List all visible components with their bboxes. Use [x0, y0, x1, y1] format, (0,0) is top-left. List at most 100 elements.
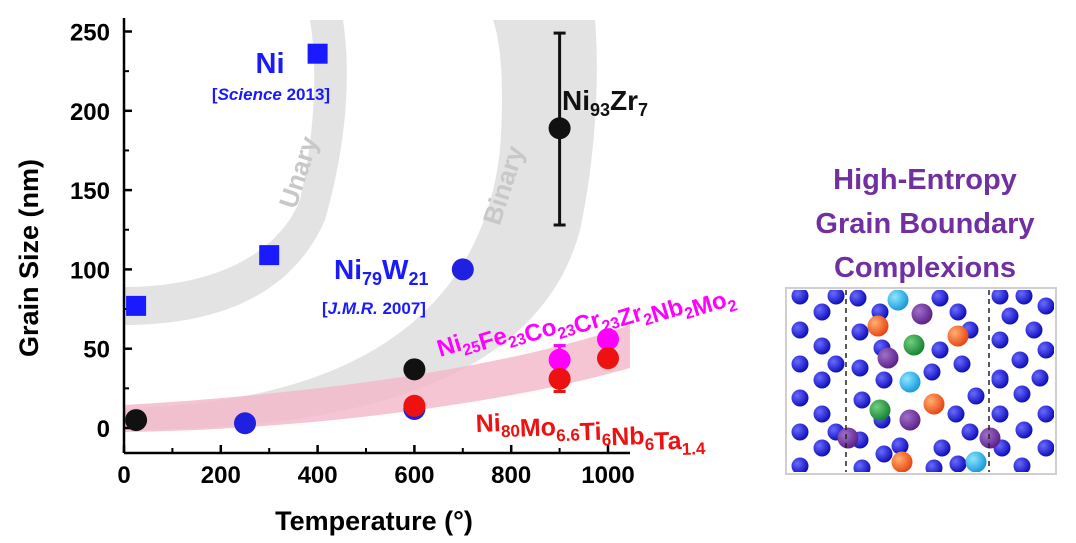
- green-atom: [869, 399, 891, 421]
- data-point-square: [259, 245, 280, 266]
- hea-red-formula: Ni80Mo6.6Ti6Nb6Ta1.4: [475, 402, 706, 466]
- matrix-atom: [813, 405, 831, 423]
- ni-reference: [Science 2013]: [212, 85, 330, 104]
- matrix-atom: [791, 290, 809, 305]
- matrix-atom: [949, 303, 967, 321]
- data-point-circle: [403, 394, 426, 417]
- purple-atom: [837, 427, 859, 449]
- data-point-circle: [548, 348, 571, 371]
- data-markers: [125, 43, 619, 435]
- data-point-circle: [548, 117, 571, 140]
- matrix-atom: [1015, 421, 1033, 439]
- y-tick-label: 50: [83, 337, 110, 364]
- data-point-circle: [125, 409, 148, 432]
- trend-bands: [124, 20, 630, 432]
- inset-title-line: Grain Boundary: [815, 208, 1035, 240]
- y-axis-ticks: 0 50 100 150 200 250: [70, 20, 132, 443]
- purple-atom: [911, 303, 933, 325]
- matrix-atom: [791, 457, 809, 472]
- purple-atom: [899, 409, 921, 431]
- matrix-atom: [925, 459, 943, 472]
- x-tick-label: 400: [298, 462, 338, 489]
- matrix-atom: [1037, 297, 1054, 315]
- matrix-atom: [1037, 341, 1054, 359]
- inset-title-line: Complexions: [833, 252, 1017, 284]
- x-tick-label: 600: [394, 462, 434, 489]
- matrix-atom: [949, 455, 967, 472]
- orange-atom: [891, 451, 913, 472]
- matrix-atom: [875, 445, 893, 463]
- inset-title-line: High-Entropy: [833, 164, 1017, 196]
- matrix-atom: [953, 355, 971, 373]
- matrix-atom: [1013, 457, 1031, 472]
- data-point-circle: [597, 347, 619, 370]
- matrix-atom: [791, 355, 809, 373]
- axes: [122, 18, 630, 455]
- x-tick-label: 0: [117, 462, 130, 489]
- x-axis-label: Temperature (°): [275, 506, 473, 536]
- matrix-atom: [947, 405, 965, 423]
- matrix-atom: [991, 331, 1009, 349]
- orange-atom: [923, 393, 945, 415]
- nizr-label: Ni93Zr7: [562, 85, 648, 120]
- orange-atom: [947, 325, 969, 347]
- matrix-atom: [849, 290, 867, 307]
- complexion-inset: [785, 287, 1057, 475]
- inset-title: High-Entropy Grain Boundary Complexions: [780, 158, 1070, 290]
- niw-label: Ni79W21: [334, 254, 429, 289]
- purple-atom: [877, 347, 899, 369]
- matrix-atom: [1037, 439, 1054, 457]
- matrix-atom: [813, 337, 831, 355]
- matrix-atom: [991, 371, 1009, 389]
- matrix-atom: [1013, 385, 1031, 403]
- green-atom: [903, 334, 925, 356]
- matrix-atom: [791, 321, 809, 339]
- matrix-atom: [991, 290, 1009, 305]
- x-tick-label: 1000: [581, 462, 634, 489]
- binary-band: [124, 20, 597, 430]
- matrix-atom: [1015, 290, 1033, 305]
- matrix-atom: [853, 459, 871, 472]
- purple-atom: [979, 427, 1001, 449]
- matrix-atom: [991, 405, 1009, 423]
- matrix-atom: [875, 371, 893, 389]
- matrix-atom: [967, 387, 985, 405]
- matrix-atom: [891, 437, 909, 455]
- matrix-atom: [813, 439, 831, 457]
- x-tick-label: 800: [491, 462, 531, 489]
- matrix-atom: [791, 389, 809, 407]
- matrix-atom: [1037, 405, 1054, 423]
- ni-label: Ni: [256, 48, 285, 80]
- matrix-atom: [827, 355, 845, 373]
- matrix-atom: [1025, 321, 1043, 339]
- niw-reference: [J.M.R. 2007]: [322, 299, 426, 318]
- cyan-atom: [965, 451, 987, 472]
- matrix-atom: [1011, 351, 1029, 369]
- matrix-atom: [853, 391, 871, 409]
- matrix-atom: [813, 371, 831, 389]
- matrix-atom: [851, 323, 869, 341]
- matrix-atom: [931, 341, 949, 359]
- data-point-square: [307, 43, 328, 64]
- x-tick-label: 200: [201, 462, 241, 489]
- data-point-square: [126, 295, 147, 316]
- data-point-circle: [548, 367, 571, 390]
- data-point-circle: [403, 358, 426, 381]
- matrix-atom: [1031, 369, 1049, 387]
- y-tick-label: 250: [70, 20, 110, 47]
- data-point-circle: [451, 258, 474, 281]
- y-axis-label: Grain Size (nm): [14, 159, 44, 357]
- matrix-atom: [931, 290, 949, 307]
- matrix-atom: [933, 439, 951, 457]
- y-tick-label: 150: [70, 178, 110, 205]
- y-tick-label: 200: [70, 99, 110, 126]
- y-tick-label: 100: [70, 257, 110, 284]
- inset-atoms: [791, 290, 1054, 472]
- y-tick-label: 0: [97, 416, 110, 443]
- matrix-atom: [1001, 307, 1019, 325]
- hea-band: [124, 325, 630, 432]
- matrix-atom: [791, 423, 809, 441]
- matrix-atom: [961, 423, 979, 441]
- matrix-atom: [827, 290, 845, 305]
